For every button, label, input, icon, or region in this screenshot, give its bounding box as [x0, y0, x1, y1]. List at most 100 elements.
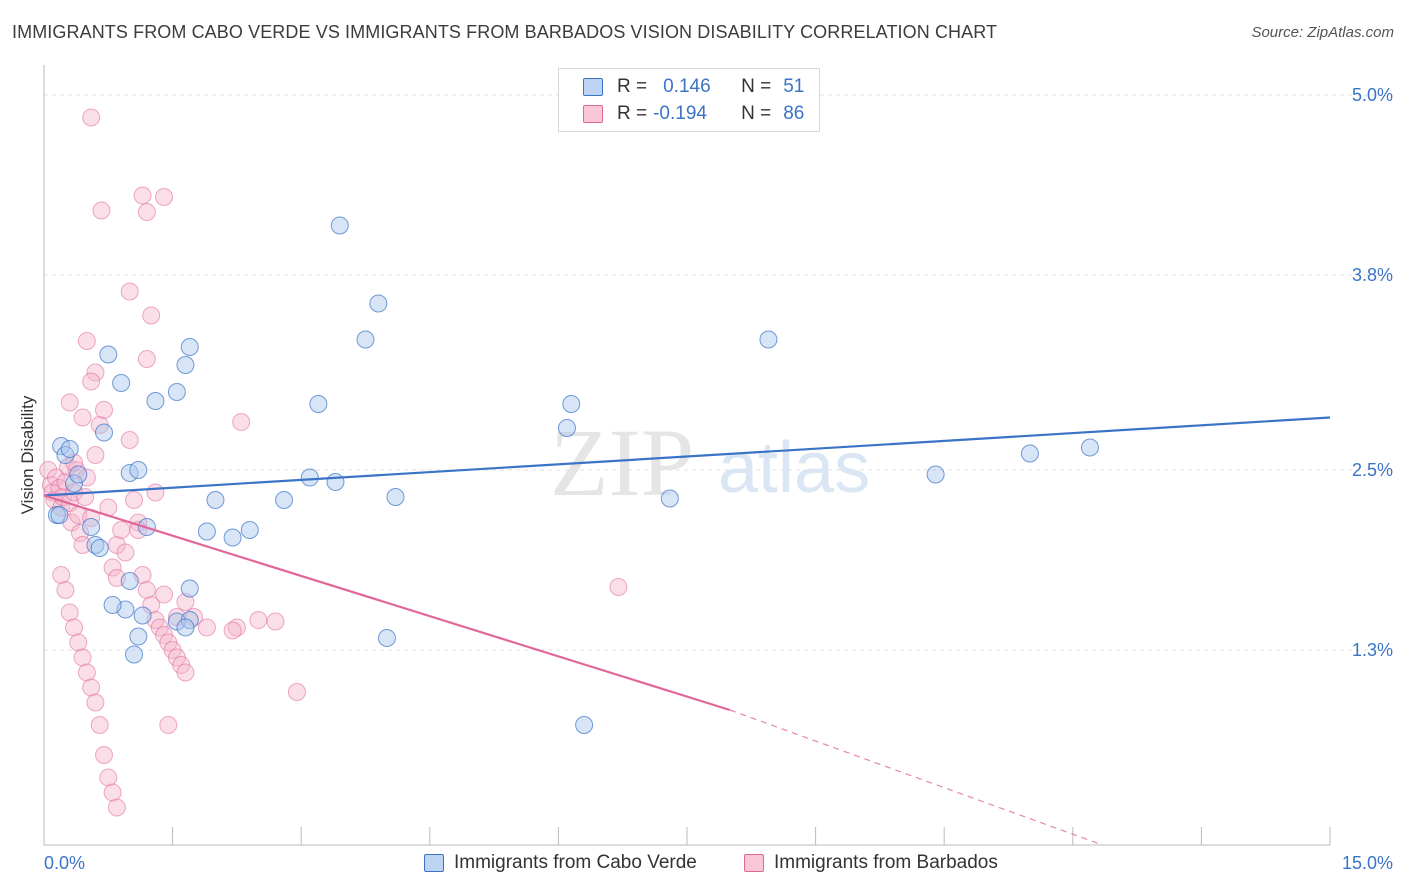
series-barbados-points: [39, 108, 628, 817]
data-point-barbados: [137, 203, 156, 221]
data-point-cabo-verde: [330, 216, 349, 235]
data-point-barbados: [133, 186, 152, 205]
data-point-cabo-verde: [146, 392, 165, 410]
data-point-cabo-verde: [377, 629, 396, 647]
data-point-barbados: [125, 491, 144, 509]
data-point-barbados: [82, 678, 101, 697]
data-point-barbados: [137, 350, 156, 368]
legend-n-value: 86: [783, 103, 805, 124]
legend-swatch-blue: [583, 78, 603, 96]
data-point-cabo-verde: [206, 491, 225, 509]
data-point-barbados: [103, 783, 122, 802]
data-point-barbados: [60, 393, 79, 412]
y-tick-label: 5.0%: [1352, 85, 1393, 105]
data-point-cabo-verde: [65, 474, 84, 493]
bottom-legend-swatch-blue: [424, 854, 444, 872]
data-point-barbados: [82, 372, 101, 391]
legend-row-cabo-verde: R = 0.146 N = 51: [583, 75, 804, 99]
y-tick-label: 3.8%: [1352, 265, 1393, 285]
series-cabo-verde-points: [47, 216, 1099, 734]
data-point-barbados: [266, 612, 285, 631]
data-point-barbados: [112, 521, 131, 539]
y-tick-label: 1.3%: [1352, 640, 1393, 660]
data-point-barbados: [197, 618, 216, 637]
data-point-cabo-verde: [1020, 444, 1039, 463]
data-point-barbados: [232, 413, 251, 431]
legend-r-label: R =: [617, 76, 648, 97]
data-point-cabo-verde: [176, 356, 195, 374]
data-point-cabo-verde: [60, 440, 79, 458]
data-point-barbados: [223, 621, 242, 640]
data-point-cabo-verde: [112, 374, 131, 392]
data-point-barbados: [86, 446, 105, 464]
data-point-cabo-verde: [120, 572, 139, 590]
data-point-barbados: [73, 648, 92, 667]
data-point-barbados: [107, 798, 126, 817]
data-point-cabo-verde: [1080, 438, 1099, 457]
data-point-cabo-verde: [197, 522, 216, 541]
data-point-cabo-verde: [69, 465, 88, 484]
data-point-barbados: [82, 108, 101, 127]
data-point-cabo-verde: [133, 606, 152, 625]
data-point-cabo-verde: [180, 579, 199, 598]
data-point-barbados: [99, 768, 118, 787]
data-point-cabo-verde: [369, 294, 388, 313]
data-point-cabo-verde: [176, 618, 195, 637]
data-point-barbados: [92, 201, 111, 220]
trend-line-barbados: [43, 494, 731, 712]
data-point-barbados: [76, 488, 95, 506]
trend-line-cabo-verde: [43, 416, 1331, 497]
data-point-barbados: [73, 408, 92, 427]
data-point-cabo-verde: [129, 627, 148, 646]
data-point-barbados: [77, 332, 96, 350]
data-point-cabo-verde: [386, 488, 405, 506]
y-axis-label: Vision Disability: [18, 395, 37, 514]
data-point-cabo-verde: [759, 330, 778, 349]
trend-line-barbados-extrapolated: [729, 709, 1099, 845]
data-point-barbados: [146, 483, 165, 502]
y-tick-label: 2.5%: [1352, 460, 1393, 480]
data-point-cabo-verde: [326, 473, 345, 491]
legend-swatch-pink: [583, 105, 603, 123]
bottom-legend-barbados: Immigrants from Barbados: [744, 852, 998, 874]
data-point-barbados: [120, 282, 139, 301]
data-point-barbados: [95, 746, 114, 764]
chart-title: IMMIGRANTS FROM CABO VERDE VS IMMIGRANTS…: [12, 22, 998, 42]
data-point-barbados: [60, 603, 79, 622]
data-point-barbados: [69, 633, 88, 652]
bottom-legend-cabo-verde: Immigrants from Cabo Verde: [424, 852, 697, 874]
data-point-barbados: [53, 488, 72, 506]
data-point-barbados: [116, 543, 135, 562]
data-point-cabo-verde: [125, 645, 144, 664]
legend-r-value: -0.194: [653, 103, 707, 124]
x-tick-label: 0.0%: [44, 853, 85, 873]
data-point-cabo-verde: [50, 506, 69, 524]
data-point-barbados: [176, 593, 195, 611]
trend-lines: [43, 416, 1331, 845]
data-point-barbados: [90, 716, 109, 734]
data-point-barbados: [95, 401, 114, 419]
bottom-legend-swatch-pink: [744, 854, 764, 872]
data-point-barbados: [249, 611, 268, 629]
legend-r-label: R =: [617, 103, 648, 124]
data-point-cabo-verde: [557, 419, 576, 437]
data-point-barbados: [120, 431, 139, 449]
data-point-cabo-verde: [356, 330, 375, 349]
chart-source: Source: ZipAtlas.com: [1251, 24, 1394, 41]
data-point-barbados: [86, 693, 105, 712]
data-point-barbados: [287, 683, 306, 701]
data-point-cabo-verde: [82, 518, 101, 536]
data-point-barbados: [142, 306, 161, 325]
stats-legend: R = 0.146 N = 51 R = -0.194 N = 86: [558, 68, 820, 132]
data-point-cabo-verde: [180, 338, 199, 356]
data-point-cabo-verde: [99, 345, 118, 364]
data-point-barbados: [52, 566, 71, 584]
data-point-cabo-verde: [95, 423, 114, 442]
tick-labels: 1.3% 2.5% 3.8% 5.0% 0.0% 15.0%: [44, 85, 1393, 873]
data-point-cabo-verde: [90, 539, 109, 557]
data-point-barbados: [73, 536, 92, 554]
data-point-barbados: [609, 578, 628, 596]
data-point-barbados: [155, 585, 174, 604]
grid-lines: [44, 94, 1380, 651]
data-point-barbados: [39, 461, 58, 479]
